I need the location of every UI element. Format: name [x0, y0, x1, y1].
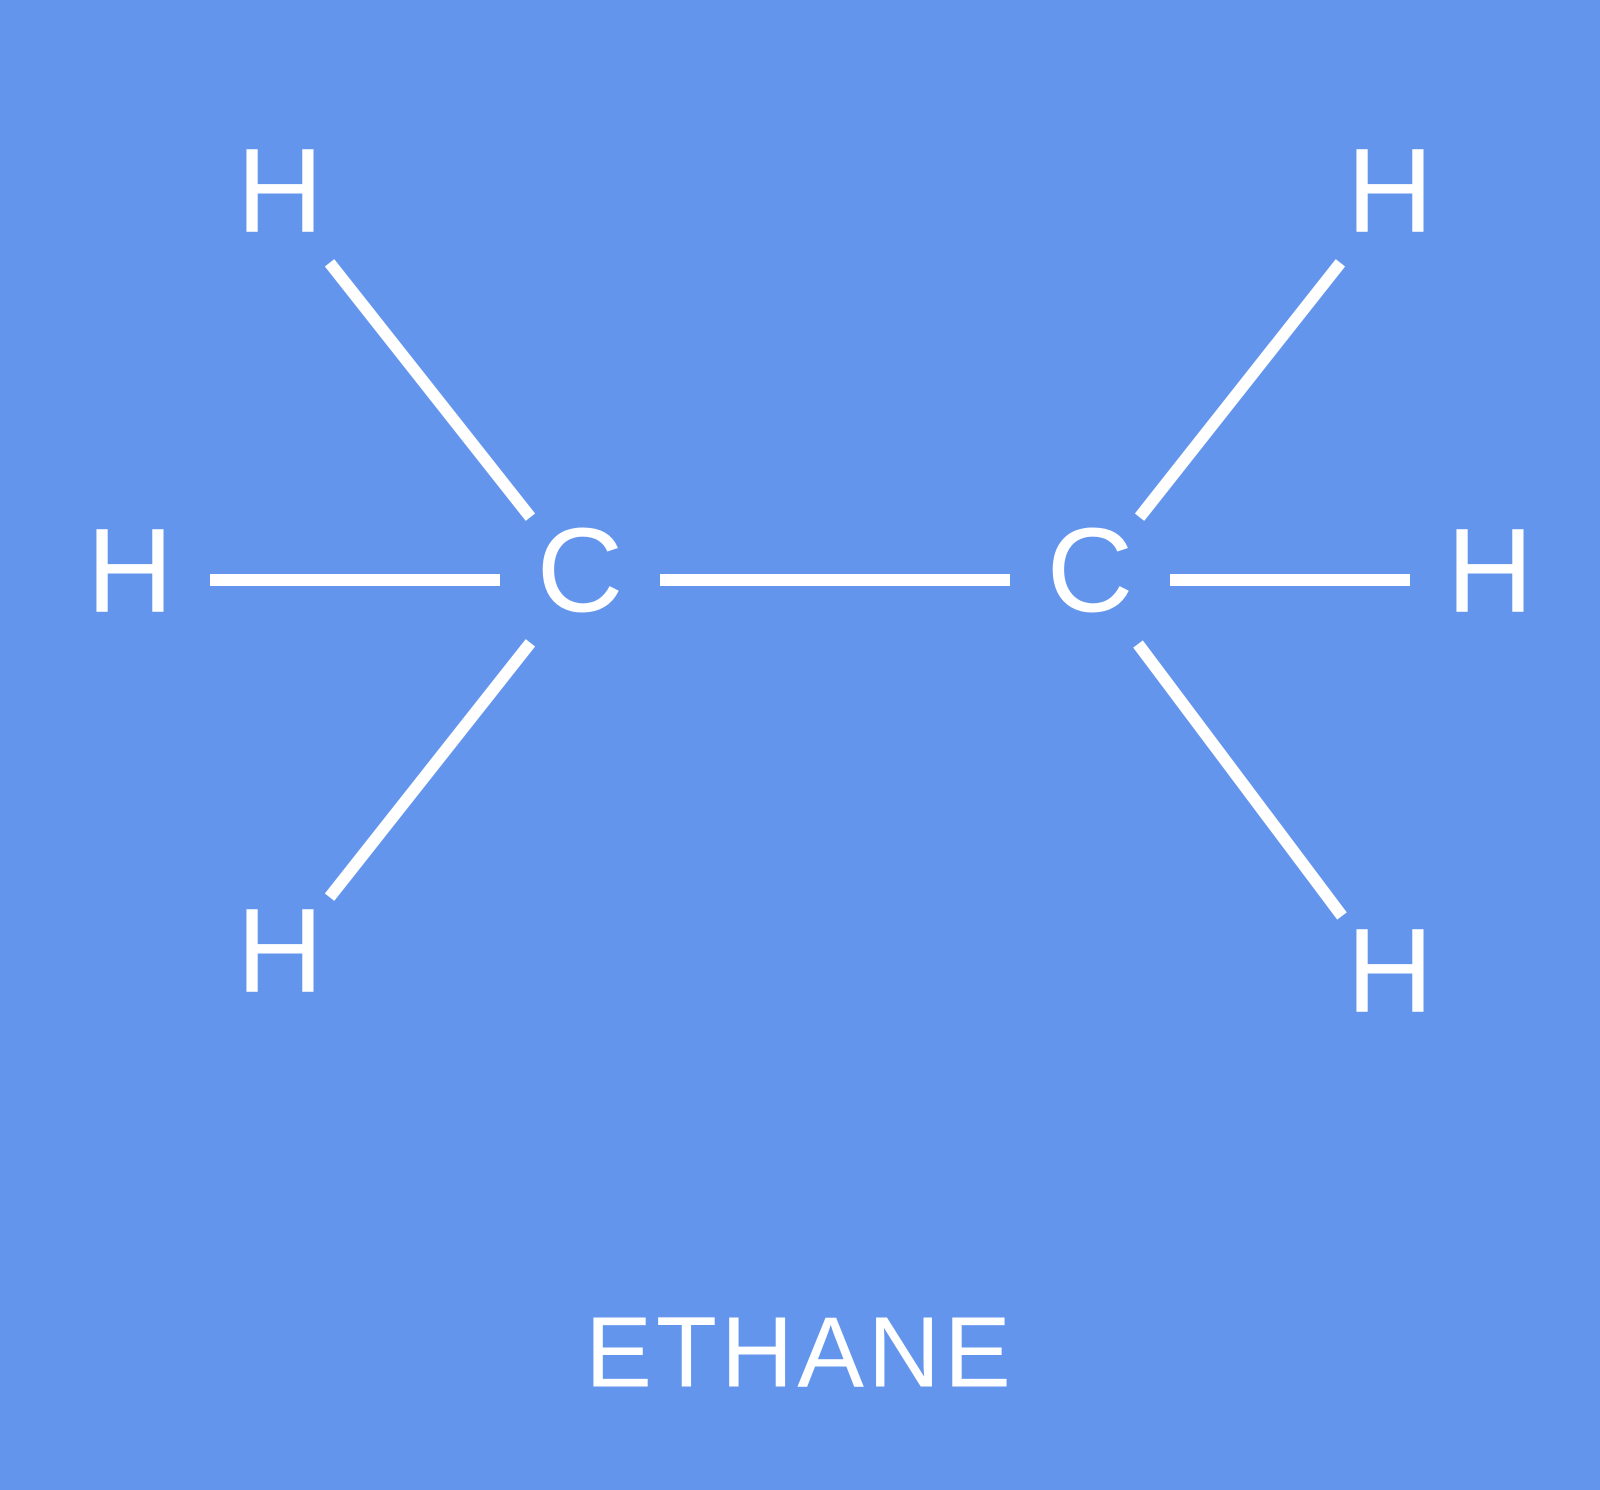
molecule-title: ETHANE: [585, 1296, 1015, 1408]
molecule-svg: C C H H H H H H ETHANE: [0, 0, 1600, 1490]
diagram-stage: C C H H H H H H ETHANE: [0, 0, 1600, 1490]
atom-C1: C: [537, 504, 624, 638]
atom-H1a: H: [237, 124, 324, 258]
atom-H2a: H: [1347, 124, 1434, 258]
atom-H1b: H: [87, 504, 174, 638]
atom-H2c: H: [1347, 904, 1434, 1038]
atom-C2: C: [1047, 504, 1134, 638]
atom-H1c: H: [237, 884, 324, 1018]
atom-H2b: H: [1447, 504, 1534, 638]
